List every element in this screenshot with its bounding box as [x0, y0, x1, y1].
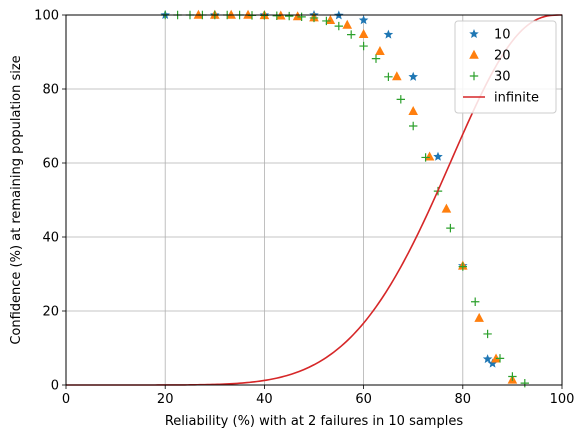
legend-swatch: [469, 29, 479, 39]
y-tick-label: 60: [42, 157, 59, 172]
y-tick-label: 100: [34, 9, 59, 24]
y-tick-label: 40: [42, 231, 59, 246]
data-point-20: [358, 29, 369, 39]
data-point-30: [359, 41, 368, 51]
data-point-20: [193, 9, 204, 19]
x-tick-label: 0: [62, 392, 70, 407]
data-point-20: [342, 19, 353, 29]
legend-box: [454, 20, 557, 114]
data-point-30: [285, 11, 294, 21]
data-point-20: [392, 71, 402, 81]
data-point-30: [371, 54, 381, 63]
data-point-30: [322, 16, 331, 26]
data-point-30: [446, 223, 455, 233]
data-point-20: [226, 9, 236, 19]
data-point-20: [441, 203, 452, 213]
data-point-30: [483, 329, 492, 339]
data-point-20: [243, 9, 253, 19]
data-point-10: [482, 354, 493, 364]
data-point-20: [325, 14, 336, 24]
data-point-30: [421, 153, 430, 162]
x-tick-label: 20: [157, 392, 174, 407]
data-point-30: [471, 297, 480, 306]
y-axis-label: Confidence (%) at remaining population s…: [9, 55, 24, 344]
data-point-30: [495, 354, 505, 363]
data-point-20: [408, 106, 418, 115]
data-point-10: [358, 15, 369, 25]
legend-swatch: [469, 71, 479, 81]
plot-frame: [65, 14, 563, 386]
legend: 10 20 30 infinite: [454, 20, 557, 114]
legend-swatch: [469, 49, 479, 59]
data-point-30: [272, 11, 281, 20]
legend-item-10: 10: [469, 28, 511, 43]
legend-item-20: 20: [469, 49, 511, 64]
legend-label: infinite: [494, 91, 539, 106]
data-point-30: [409, 121, 418, 131]
y-tick-label: 80: [42, 83, 59, 98]
legend-label: 30: [494, 70, 511, 85]
data-point-30: [508, 372, 517, 381]
data-point-10: [487, 358, 498, 368]
legend-label: 20: [494, 49, 511, 64]
data-point-30: [297, 12, 306, 22]
data-point-10: [383, 29, 394, 39]
data-point-30: [458, 262, 467, 271]
data-point-30: [520, 378, 529, 388]
data-point-30: [334, 21, 343, 31]
x-axis-label: Reliability (%) with at 2 failures in 10…: [165, 414, 463, 429]
data-point-20: [424, 151, 435, 161]
x-tick-label: 40: [256, 392, 273, 407]
data-point-10: [408, 71, 418, 81]
x-tick-label: 60: [355, 392, 372, 407]
data-point-30: [347, 30, 356, 39]
legend-item-infinite: infinite: [463, 91, 539, 106]
x-tick-label: 100: [550, 392, 575, 407]
y-tick-label: 0: [51, 379, 59, 394]
x-tick-label: 80: [455, 392, 472, 407]
legend-label: 10: [494, 28, 511, 43]
data-point-10: [433, 151, 443, 161]
ticks: 0 20 40 60 80 100 0 20 40 60 80 100: [34, 9, 574, 408]
legend-item-30: 30: [469, 70, 511, 85]
data-point-20: [375, 46, 385, 56]
data-point-20: [292, 11, 303, 21]
data-point-20: [474, 312, 484, 322]
data-point-30: [384, 72, 393, 81]
data-point-30: [396, 95, 405, 104]
y-tick-label: 20: [42, 305, 59, 320]
